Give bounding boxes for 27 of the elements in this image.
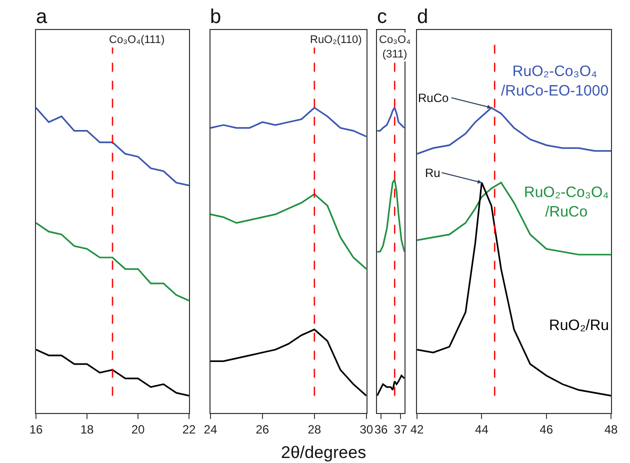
chart-title: d bbox=[417, 6, 428, 28]
x-axis-title: 2θ/degrees bbox=[281, 443, 366, 462]
x-tick-label: 26 bbox=[256, 422, 270, 436]
x-tick-label: 44 bbox=[475, 422, 489, 436]
annotation: Ru bbox=[425, 166, 440, 180]
x-tick-label: 24 bbox=[204, 422, 218, 436]
x-tick-label: 46 bbox=[540, 422, 554, 436]
annotation: RuCo bbox=[418, 91, 450, 105]
ref-line-label: Co₃O₄(111) bbox=[109, 34, 165, 46]
x-tick-label: 22 bbox=[182, 422, 196, 436]
chart-title: a bbox=[36, 6, 48, 28]
x-tick-label: 20 bbox=[131, 422, 146, 436]
x-tick-label: 18 bbox=[80, 422, 94, 436]
ref-line-label: RuO₂(110) bbox=[310, 34, 362, 46]
x-tick-label: 28 bbox=[308, 422, 322, 436]
ref-line-label: Co₃O₄ (311) bbox=[379, 34, 412, 60]
chart-title: c bbox=[377, 6, 387, 28]
chart-title: b bbox=[210, 6, 222, 28]
x-tick-label: 48 bbox=[604, 422, 618, 436]
x-tick-label: 36 bbox=[374, 422, 388, 436]
x-tick-label: 37 bbox=[394, 422, 408, 436]
series-label: RuO₂/Ru bbox=[549, 317, 610, 334]
x-tick-label: 30 bbox=[360, 422, 374, 436]
x-tick-label: 42 bbox=[410, 422, 424, 436]
x-tick-label: 16 bbox=[29, 422, 43, 436]
series-label: RuO₂-Co₃O₄ /RuCo-EO-1000 bbox=[501, 63, 609, 100]
series-label: RuO₂-Co₃O₄ /RuCo bbox=[524, 184, 609, 220]
